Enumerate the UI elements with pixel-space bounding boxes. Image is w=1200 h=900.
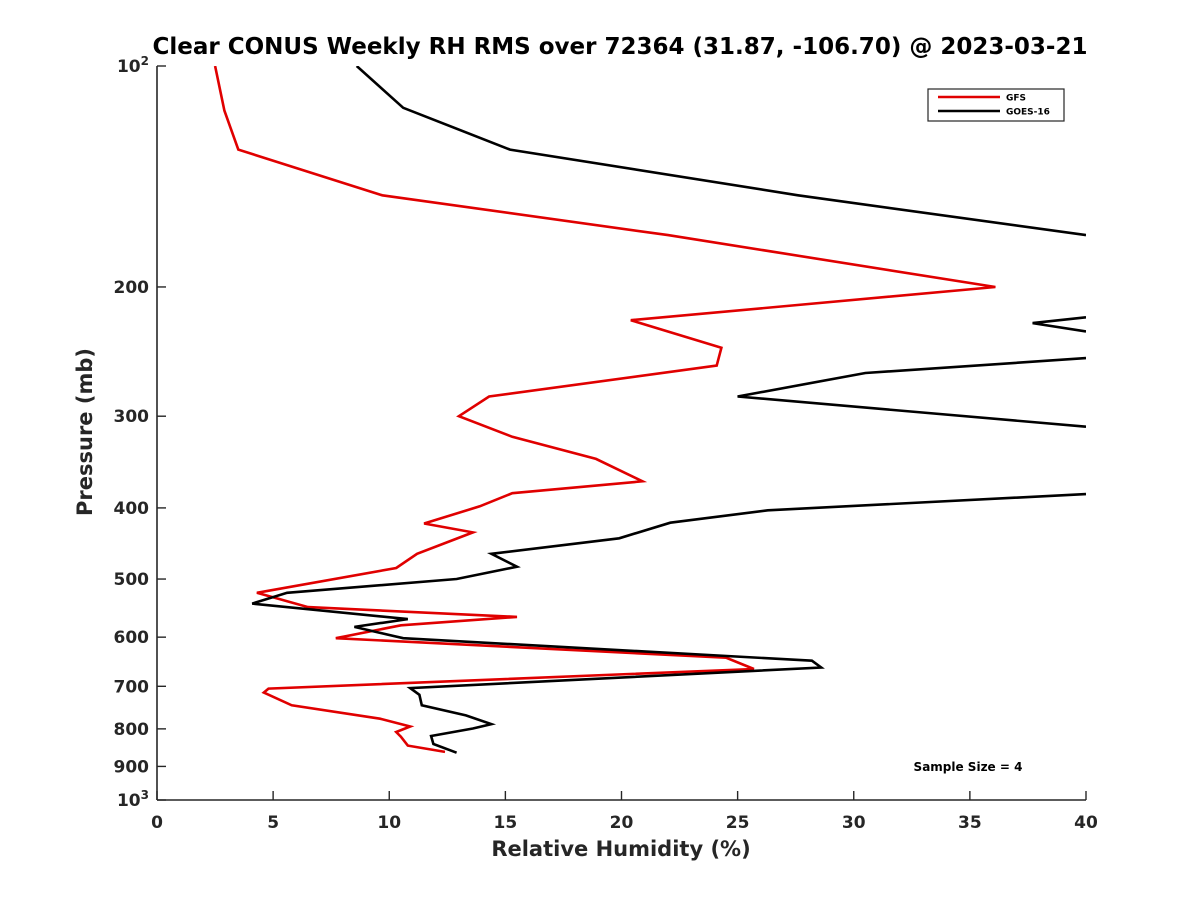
x-tick-label: 0 <box>151 813 163 833</box>
x-tick-label: 15 <box>494 813 518 833</box>
y-axis-label: Pressure (mb) <box>73 348 97 516</box>
legend-label: GFS <box>1006 94 1026 104</box>
legend-label: GOES-16 <box>1006 108 1050 118</box>
y-tick-label: 103 <box>117 788 149 811</box>
y-tick-label: 400 <box>114 499 150 519</box>
y-tick-label: 600 <box>114 628 150 648</box>
y-tick-label: 800 <box>114 720 150 740</box>
series-gfs <box>213 66 996 754</box>
series-goes-16 <box>251 66 1086 754</box>
y-tick-label: 102 <box>117 54 149 77</box>
legend: GFS GOES-16 <box>927 88 1065 122</box>
x-tick-label: 30 <box>842 813 866 833</box>
x-tick-label: 35 <box>958 813 982 833</box>
series-line <box>1032 316 1086 333</box>
series-line <box>355 66 1086 237</box>
y-tick-label: 200 <box>114 278 150 298</box>
series-line <box>213 66 996 754</box>
y-tick-label: 500 <box>114 570 150 590</box>
x-tick-label: 20 <box>610 813 634 833</box>
x-tick-label: 10 <box>377 813 401 833</box>
x-tick-label: 5 <box>267 813 279 833</box>
y-tick-label: 900 <box>114 757 150 777</box>
series-line <box>251 492 1086 754</box>
x-tick-label: 25 <box>726 813 750 833</box>
legend-box <box>927 88 1065 122</box>
plot-area: 0 5 10 15 20 25 30 35 40 102 200 300 400 500 600 700 800… <box>114 54 1098 833</box>
x-tick-label: 40 <box>1074 813 1098 833</box>
y-tick-label: 300 <box>114 407 150 427</box>
y-tick-label: 700 <box>114 677 150 697</box>
chart-title: Clear CONUS Weekly RH RMS over 72364 (31… <box>153 34 1088 60</box>
x-axis-label: Relative Humidity (%) <box>491 837 750 861</box>
sample-size-note: Sample Size = 4 <box>914 760 1023 774</box>
series-line <box>737 356 1086 428</box>
